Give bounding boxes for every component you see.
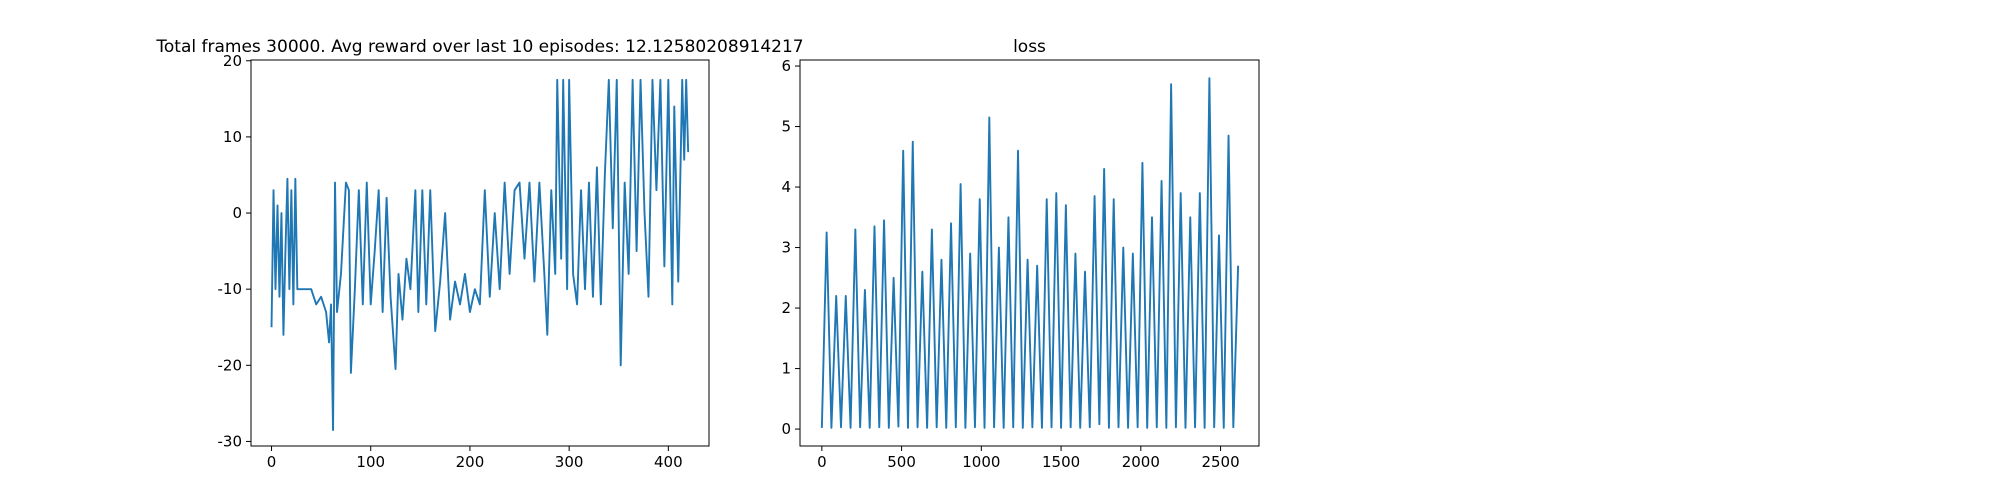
x-tick-label: 400 xyxy=(654,453,683,471)
y-tick-label: -30 xyxy=(218,432,243,450)
x-tick-label: 2000 xyxy=(1122,453,1160,471)
data-line xyxy=(820,77,1240,429)
y-tick-label: 10 xyxy=(223,128,242,146)
x-tick-label: 300 xyxy=(555,453,584,471)
chart-title: Total frames 30000. Avg reward over last… xyxy=(155,37,803,57)
x-tick-label: 500 xyxy=(887,453,916,471)
y-tick-label: 20 xyxy=(223,52,242,70)
y-tick-label: 2 xyxy=(781,299,791,317)
y-tick-label: -10 xyxy=(218,280,243,298)
y-tick-label: 5 xyxy=(781,118,791,136)
x-tick-label: 200 xyxy=(456,453,485,471)
x-tick-label: 2500 xyxy=(1201,453,1239,471)
x-tick-label: 100 xyxy=(356,453,385,471)
axes-frame xyxy=(250,59,710,447)
x-tick-label: 0 xyxy=(817,453,827,471)
x-tick-label: 1000 xyxy=(962,453,1000,471)
y-tick-label: -20 xyxy=(218,356,243,374)
y-tick-label: 3 xyxy=(781,239,791,257)
x-tick-label: 1500 xyxy=(1042,453,1080,471)
data-line xyxy=(270,78,690,431)
x-tick-label: 0 xyxy=(267,453,277,471)
y-tick-label: 0 xyxy=(781,420,791,438)
y-tick-label: 1 xyxy=(781,360,791,378)
y-tick-label: 0 xyxy=(232,204,242,222)
y-tick-label: 4 xyxy=(781,178,791,196)
y-tick-label: 6 xyxy=(781,57,791,75)
axes-frame xyxy=(799,59,1260,447)
chart-title: loss xyxy=(1013,37,1046,57)
